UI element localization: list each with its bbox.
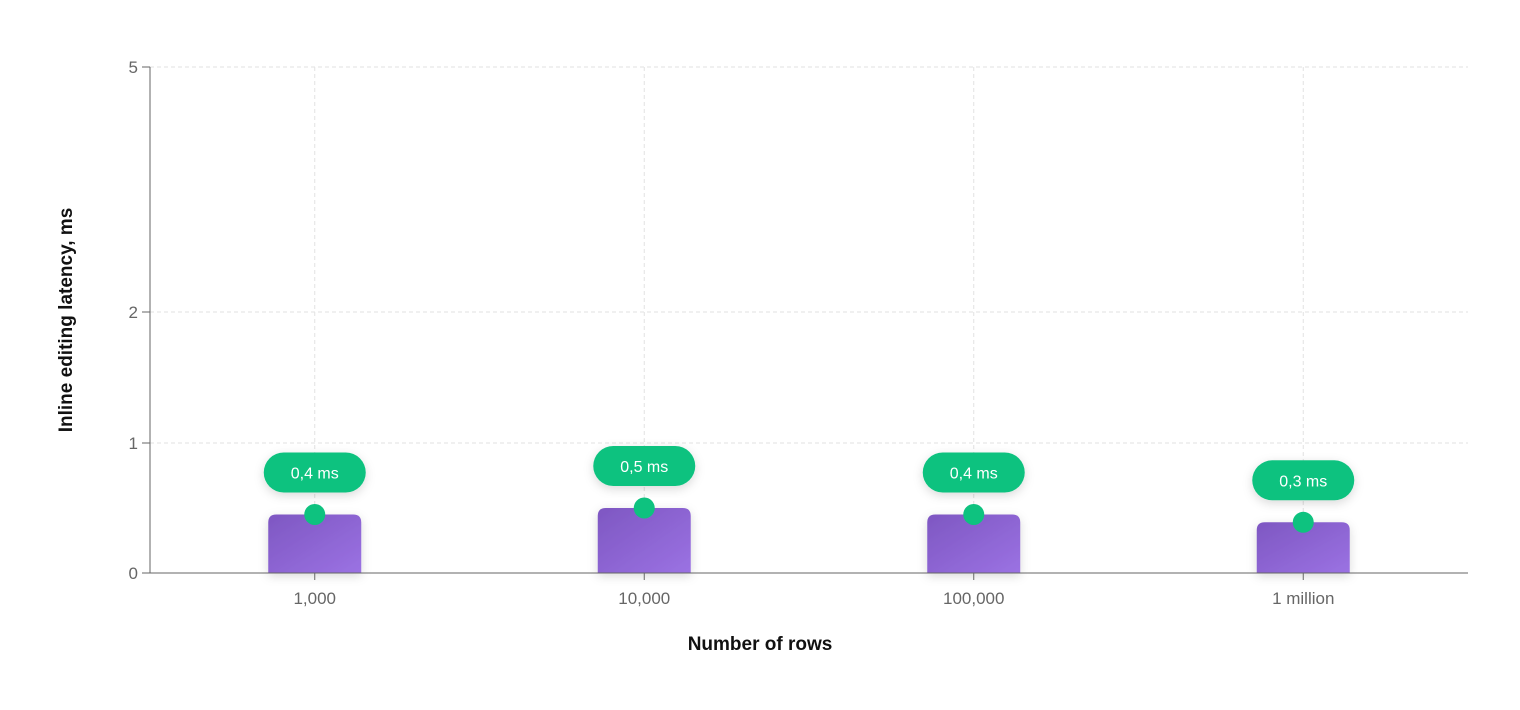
data-label-text: 0,4 ms xyxy=(950,466,998,483)
bar[interactable] xyxy=(1256,522,1350,573)
bar[interactable] xyxy=(268,514,362,574)
data-label-pill xyxy=(593,446,696,486)
bar[interactable] xyxy=(927,514,1021,574)
y-tick-label: 2 xyxy=(129,303,138,322)
data-label: 0,4 ms xyxy=(263,452,366,493)
x-tick-label: 1,000 xyxy=(293,589,336,608)
y-tick-label: 5 xyxy=(129,58,138,77)
data-label-text: 0,4 ms xyxy=(291,466,339,483)
x-tick-label: 10,000 xyxy=(618,589,670,608)
y-axis-label: Inline editing latency, ms xyxy=(56,208,77,433)
data-label: 0,5 ms xyxy=(593,446,696,486)
data-label: 0,3 ms xyxy=(1252,460,1355,501)
data-label-pill xyxy=(1252,460,1355,501)
data-label-pill xyxy=(922,452,1025,493)
data-label-text: 0,5 ms xyxy=(620,459,668,476)
y-tick-label: 1 xyxy=(129,434,138,453)
x-axis-label: Number of rows xyxy=(688,634,833,655)
data-point-marker[interactable] xyxy=(304,504,326,525)
data-point-marker[interactable] xyxy=(633,497,655,519)
data-label: 0,4 ms xyxy=(922,452,1025,493)
y-tick-label: 0 xyxy=(129,564,138,583)
data-label-text: 0,3 ms xyxy=(1279,473,1327,490)
data-point-marker[interactable] xyxy=(1292,511,1314,533)
x-tick-label: 1 million xyxy=(1272,589,1334,608)
bar[interactable] xyxy=(597,508,691,573)
data-label-pill xyxy=(263,452,366,493)
x-tick-label: 100,000 xyxy=(943,589,1004,608)
data-point-marker[interactable] xyxy=(963,504,985,525)
